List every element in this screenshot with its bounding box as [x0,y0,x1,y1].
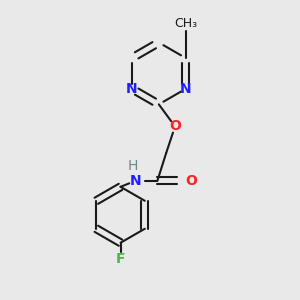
Text: O: O [185,174,197,188]
Text: H: H [128,159,138,173]
Text: F: F [116,252,125,266]
Text: N: N [130,174,141,188]
Text: N: N [180,82,191,96]
Text: N: N [126,82,138,96]
Text: CH₃: CH₃ [174,17,197,30]
Text: O: O [169,119,181,134]
